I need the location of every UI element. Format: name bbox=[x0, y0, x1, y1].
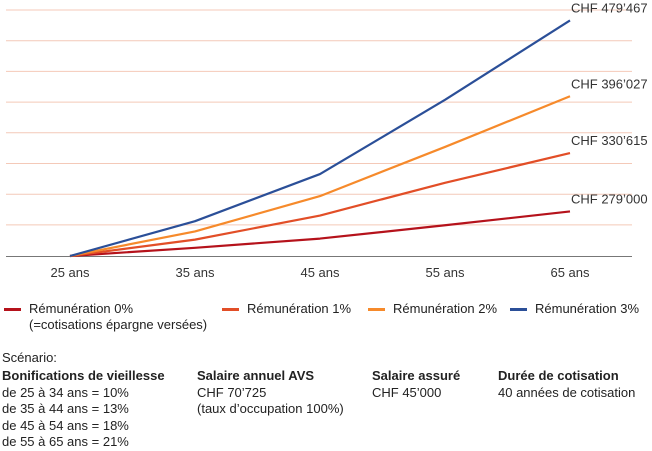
end-label-3: CHF 479’467 bbox=[571, 0, 648, 15]
legend-item-0: Rémunération 0% (=cotisations épargne ve… bbox=[4, 301, 207, 333]
grid-lines bbox=[6, 9, 632, 257]
x-tick-label: 25 ans bbox=[50, 265, 90, 280]
legend-label-1: Rémunération 1% bbox=[247, 301, 352, 316]
legend-item-2: Rémunération 2% bbox=[368, 301, 497, 317]
bonification-line: de 45 à 54 ans = 18% bbox=[2, 417, 129, 433]
end-label-0: CHF 279’000 bbox=[571, 191, 648, 206]
bonification-line: de 25 à 34 ans = 10% bbox=[2, 384, 129, 400]
x-axis-ticks: 25 ans 35 ans 45 ans 55 ans 65 ans bbox=[50, 265, 590, 280]
bonification-line: de 35 à 44 ans = 13% bbox=[2, 401, 129, 416]
salaire-assure-value: CHF 45’000 bbox=[372, 384, 442, 400]
legend-label-0: Rémunération 0% bbox=[29, 301, 134, 316]
salaire-avs-title: Salaire annuel AVS bbox=[197, 368, 315, 383]
legend-swatch-3 bbox=[510, 308, 527, 311]
legend: Rémunération 0% (=cotisations épargne ve… bbox=[0, 301, 652, 341]
legend-swatch-1 bbox=[222, 308, 239, 311]
salaire-assure-title: Salaire assuré bbox=[372, 368, 461, 383]
duree-value: 40 années de cotisation bbox=[498, 384, 636, 400]
end-label-2: CHF 396’027 bbox=[571, 76, 648, 91]
legend-swatch-2 bbox=[368, 308, 385, 311]
pension-growth-chart: 25 ans 35 ans 45 ans 55 ans 65 ans CHF 279’0… bbox=[6, 0, 648, 280]
x-tick-label: 35 ans bbox=[175, 265, 215, 280]
legend-item-1: Rémunération 1% bbox=[222, 301, 351, 317]
end-label-1: CHF 330’615 bbox=[571, 133, 648, 148]
series-line-0 bbox=[69, 210, 571, 258]
series-line-2 bbox=[69, 95, 571, 258]
legend-label-2: Rémunération 2% bbox=[393, 301, 498, 316]
salaire-avs-block: Salaire annuel AVS CHF 70’725 (taux d’oc… bbox=[197, 368, 344, 418]
x-tick-label: 55 ans bbox=[425, 265, 465, 280]
duree-block: Durée de cotisation 40 années de cotisat… bbox=[498, 368, 635, 401]
legend-label-3: Rémunération 3% bbox=[535, 301, 640, 316]
bonifications-block: Bonifications de vieillesse de 25 à 34 a… bbox=[2, 368, 165, 451]
end-value-labels: CHF 279’000 CHF 330’615 CHF 396’027 CHF 479… bbox=[571, 0, 648, 206]
salaire-avs-note: (taux d’occupation 100%) bbox=[197, 401, 344, 416]
legend-sublabel-0: (=cotisations épargne versées) bbox=[29, 317, 208, 332]
legend-swatch-0 bbox=[4, 308, 21, 311]
scenario-label: Scénario: bbox=[2, 350, 57, 365]
x-tick-label: 45 ans bbox=[300, 265, 340, 280]
bonifications-title: Bonifications de vieillesse bbox=[2, 368, 165, 383]
series-lines bbox=[69, 19, 571, 258]
series-line-3 bbox=[69, 19, 571, 258]
x-tick-label: 65 ans bbox=[550, 265, 590, 280]
salaire-assure-block: Salaire assuré CHF 45’000 bbox=[372, 368, 460, 401]
bonification-line: de 55 à 65 ans = 21% bbox=[2, 434, 129, 449]
duree-title: Durée de cotisation bbox=[498, 368, 619, 383]
salaire-avs-value: CHF 70’725 bbox=[197, 384, 267, 400]
series-line-1 bbox=[69, 152, 571, 258]
legend-item-3: Rémunération 3% bbox=[510, 301, 639, 317]
